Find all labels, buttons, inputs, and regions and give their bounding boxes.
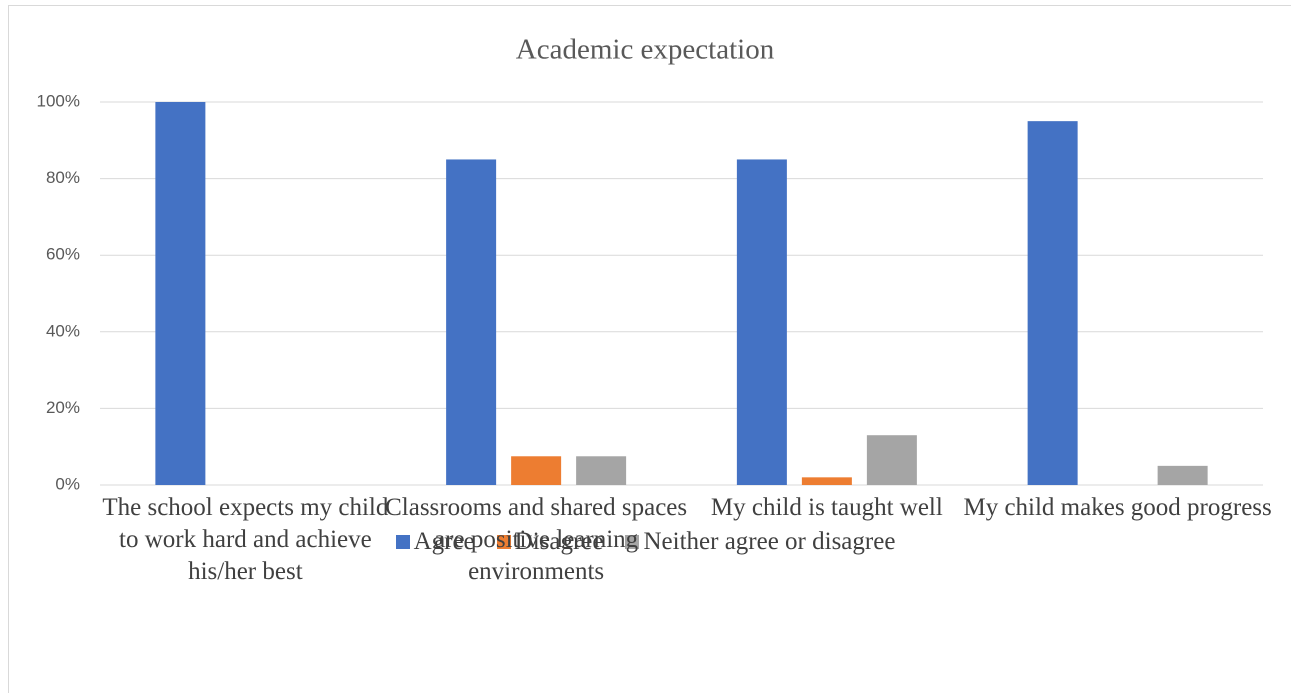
y-tick-label: 60% [46,245,80,264]
bar [801,477,852,485]
bar [576,456,627,485]
legend-swatch [496,535,511,549]
bar [866,435,917,485]
x-tick-label: My child is taught well [710,494,943,521]
bar [511,456,562,485]
legend-item: Neither agree or disagree [625,528,895,556]
y-tick-label: 40% [46,321,80,340]
x-tick-label: Classrooms and shared spaces are positiv… [385,494,688,585]
bar [155,102,206,485]
x-tick-label: The school expects my child to work hard… [102,494,389,585]
y-tick-label: 100% [37,91,80,110]
legend-item: Agree [395,528,475,556]
x-tick-label: My child makes good progress [963,494,1272,521]
legend-item: Disagree [496,528,604,556]
bar [446,159,497,485]
legend-label: Disagree [514,528,604,555]
legend: Agree Disagree Neither agree or disagree [0,528,1291,556]
legend-swatch [395,535,410,549]
y-tick-label: 0% [55,474,80,493]
legend-label: Neither agree or disagree [643,528,896,555]
chart-border [8,5,1291,693]
chart-title: Academic expectation [516,34,775,66]
bar [1027,121,1078,486]
bar [736,159,787,485]
y-tick-label: 20% [46,398,80,417]
legend-swatch [625,535,640,549]
legend-label: Agree [413,528,475,555]
y-tick-label: 80% [46,168,80,187]
bar [1157,465,1208,485]
